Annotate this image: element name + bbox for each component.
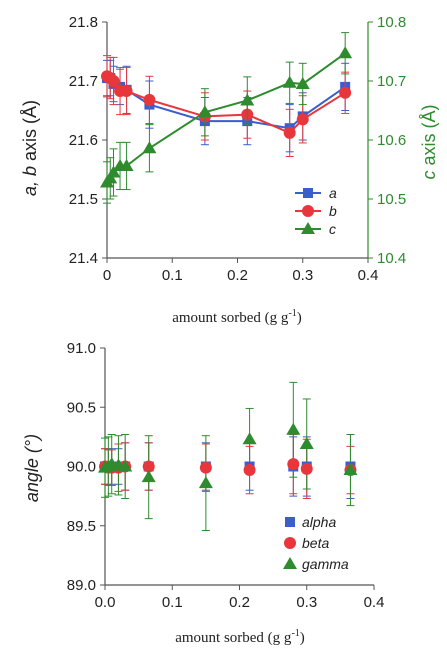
data-point-c	[338, 46, 353, 59]
y-tick-label: 90.5	[67, 399, 96, 416]
x-tick-label: 0.0	[95, 594, 116, 611]
xlabel: amount sorbed (g g-1)	[175, 628, 305, 646]
y-tick-label-left: 21.4	[69, 250, 98, 267]
chart-lattice-axes: a, b axis (Å) c axis (Å) amount sorbed (…	[20, 14, 439, 326]
data-point-beta	[142, 460, 155, 473]
legend-marker-c	[301, 222, 315, 234]
data-point-gamma	[118, 459, 133, 472]
legend-label-beta: beta	[302, 535, 329, 551]
data-point-b	[143, 93, 156, 106]
data-point-b	[296, 113, 309, 126]
legend-label-c: c	[329, 221, 336, 237]
series-line-b	[106, 75, 346, 135]
data-point-gamma	[198, 476, 213, 489]
data-point-c	[240, 93, 255, 106]
y-tick-label-left: 21.8	[69, 14, 98, 31]
data-point-b	[339, 86, 352, 99]
y-tick-label: 89.0	[67, 577, 96, 594]
data-point-c	[106, 165, 121, 178]
legend-marker-alpha	[285, 517, 295, 527]
series-line-c	[106, 52, 346, 184]
data-point-gamma	[299, 436, 314, 449]
data-point-beta	[300, 462, 313, 475]
data-point-gamma	[286, 422, 301, 435]
legend-label-alpha: alpha	[302, 514, 336, 530]
x-tick-label: 0.2	[227, 267, 248, 284]
y-tick-label: 91.0	[67, 340, 96, 357]
data-point-gamma	[141, 470, 156, 483]
series-line-a	[107, 77, 346, 130]
data-point-b	[283, 126, 296, 139]
xlabel: amount sorbed (g g-1)	[172, 308, 302, 326]
y-tick-label-right: 10.5	[377, 191, 406, 208]
data-point-beta	[243, 464, 256, 477]
data-point-c	[197, 105, 212, 118]
ylabel-left: a, b axis (Å)	[20, 100, 40, 196]
data-point-b	[107, 75, 120, 87]
y-tick-label-right: 10.7	[377, 73, 406, 90]
x-tick-label: 0.4	[358, 267, 379, 284]
legend-marker-a	[303, 188, 313, 198]
data-point-c	[295, 76, 310, 89]
data-point-beta	[199, 461, 212, 474]
x-tick-label: 0.4	[364, 594, 385, 611]
legend-label-gamma: gamma	[302, 556, 349, 572]
data-point-gamma	[343, 463, 358, 476]
ylabel-angle: angle (°)	[22, 434, 42, 502]
y-tick-label-left: 21.6	[69, 132, 98, 149]
x-tick-label: 0.2	[229, 594, 250, 611]
legend-marker-gamma	[283, 557, 297, 569]
legend-marker-b	[302, 205, 314, 217]
data-point-beta	[287, 458, 300, 471]
y-tick-label: 90.0	[67, 459, 96, 476]
legend-label-b: b	[329, 203, 337, 219]
data-point-c	[282, 75, 297, 88]
x-tick-label: 0.1	[162, 267, 183, 284]
legend-label-a: a	[329, 185, 337, 201]
data-point-c	[142, 141, 157, 154]
ylabel-right: c axis (Å)	[419, 104, 439, 179]
data-point-c	[119, 158, 134, 171]
x-tick-label: 0	[103, 267, 111, 284]
x-tick-label: 0.3	[292, 267, 313, 284]
y-tick-label: 89.5	[67, 518, 96, 535]
data-point-b	[120, 85, 133, 98]
y-tick-label-left: 21.7	[69, 73, 98, 90]
x-tick-label: 0.1	[162, 594, 183, 611]
y-tick-label-left: 21.5	[69, 191, 98, 208]
data-point-gamma	[242, 432, 257, 445]
y-tick-label-right: 10.8	[377, 14, 406, 31]
y-tick-label-right: 10.6	[377, 132, 406, 149]
y-tick-label-right: 10.4	[377, 250, 406, 267]
legend-marker-beta	[284, 537, 296, 549]
chart-angles: angle (°) amount sorbed (g g-1) 89.0 89.5…	[22, 340, 384, 646]
x-tick-label: 0.3	[296, 594, 317, 611]
